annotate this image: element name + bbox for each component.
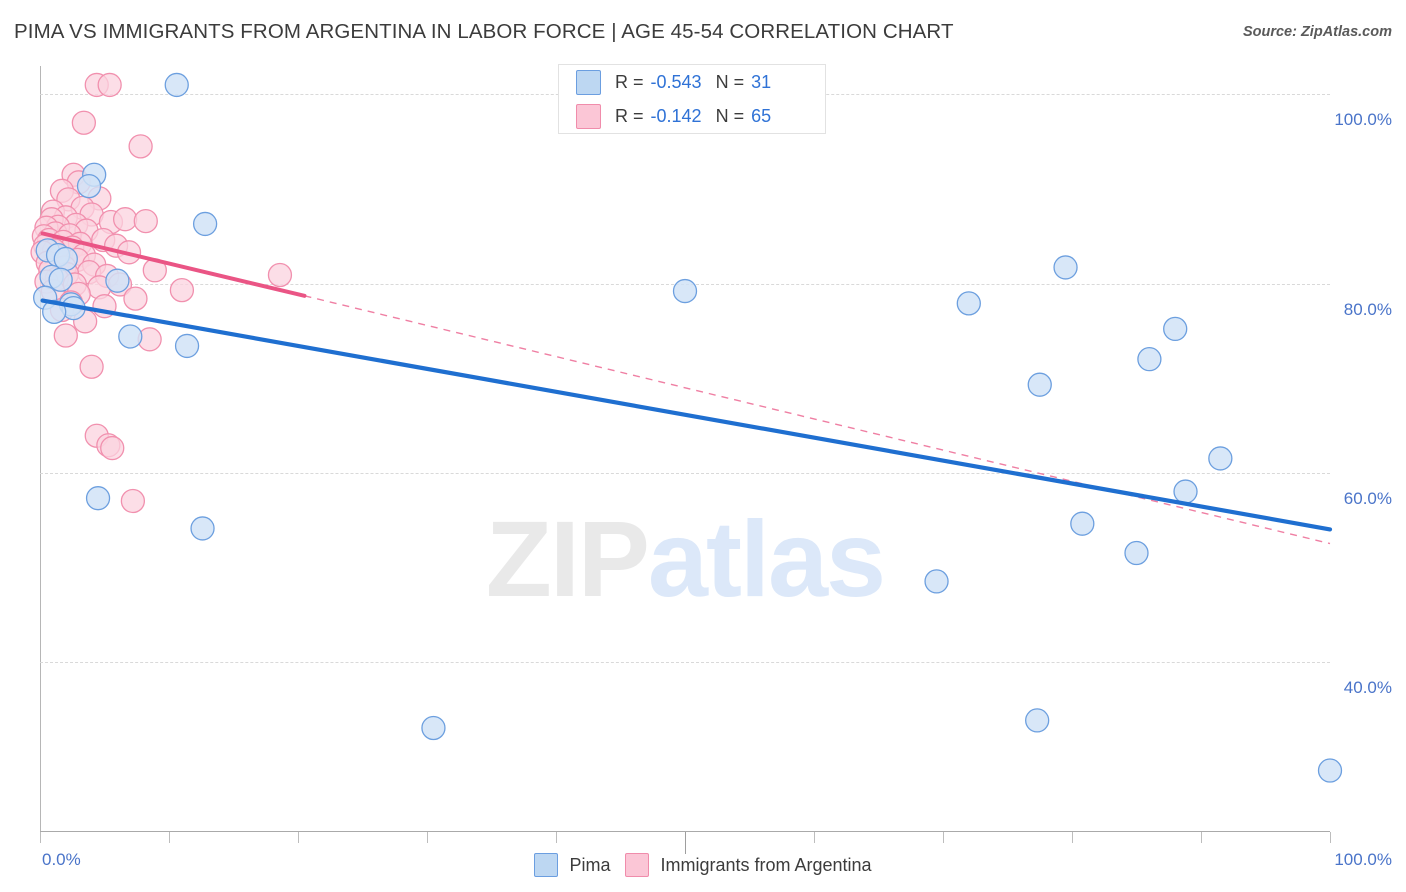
data-point-argentina bbox=[112, 207, 138, 232]
source-attribution: Source: ZipAtlas.com bbox=[1242, 24, 1392, 40]
argentina-r-value: -0.142 bbox=[650, 105, 702, 126]
x-tick-80 bbox=[1072, 832, 1073, 843]
data-point-argentina bbox=[53, 323, 78, 348]
pima-color-swatch bbox=[576, 69, 601, 95]
x-tick-100 bbox=[1330, 832, 1331, 843]
gridline-40 bbox=[40, 661, 1330, 663]
pima-stats-text: R = -0.543 N = 31 bbox=[615, 71, 772, 92]
data-point-pima bbox=[76, 173, 102, 199]
data-point-pima bbox=[85, 486, 111, 511]
data-point-pima bbox=[956, 291, 981, 316]
legend-item-argentina[interactable]: Immigrants from Argentina bbox=[625, 853, 872, 877]
argentina-trendline bbox=[40, 231, 307, 298]
x-tick-0 bbox=[40, 832, 41, 843]
data-point-pima bbox=[118, 324, 143, 349]
data-point-pima bbox=[1053, 255, 1078, 280]
x-tick-70 bbox=[943, 832, 944, 843]
data-point-pima bbox=[1163, 316, 1188, 342]
data-point-pima bbox=[164, 72, 189, 98]
x-tick-40 bbox=[556, 832, 557, 843]
page-title: PIMA VS IMMIGRANTS FROM ARGENTINA IN LAB… bbox=[14, 20, 954, 43]
data-point-pima bbox=[1070, 511, 1095, 536]
data-point-argentina bbox=[123, 286, 148, 311]
x-axis-line bbox=[40, 831, 1330, 832]
y-axis-label-80: 80.0% bbox=[1343, 299, 1392, 319]
gridline-60 bbox=[40, 472, 1330, 474]
x-tick-90 bbox=[1201, 832, 1202, 843]
legend-swatch-argentina bbox=[625, 853, 650, 877]
stats-row-argentina: R = -0.142 N = 65 bbox=[559, 99, 825, 133]
scatter-plot-layer bbox=[30, 72, 1343, 783]
data-point-pima bbox=[924, 569, 949, 594]
data-point-pima bbox=[1137, 347, 1162, 372]
plot-background bbox=[40, 66, 1330, 832]
x-axis-label-min: 0.0% bbox=[42, 850, 81, 869]
pima-r-value: -0.543 bbox=[650, 71, 702, 92]
data-point-pima bbox=[1208, 446, 1233, 471]
x-axis-label-max: 100.0% bbox=[1334, 850, 1392, 869]
data-point-pima bbox=[190, 516, 215, 541]
argentina-color-swatch bbox=[576, 103, 601, 129]
data-point-pima bbox=[42, 299, 67, 325]
data-point-argentina bbox=[267, 262, 293, 288]
correlation-stats-box: R = -0.543 N = 31 R = -0.142 N = 65 bbox=[558, 64, 826, 134]
pima-n-value: 31 bbox=[751, 71, 772, 92]
y-axis-label-60: 60.0% bbox=[1343, 488, 1392, 508]
legend-label-argentina: Immigrants from Argentina bbox=[660, 854, 872, 875]
argentina-stats-text: R = -0.142 N = 65 bbox=[615, 105, 772, 126]
x-tick-50 bbox=[685, 832, 686, 854]
legend-item-pima[interactable]: Pima bbox=[534, 853, 610, 877]
data-point-argentina bbox=[97, 72, 122, 98]
data-point-pima bbox=[1173, 479, 1198, 504]
pima-trendline bbox=[40, 298, 1333, 532]
data-point-argentina bbox=[100, 435, 125, 461]
stats-row-pima: R = -0.543 N = 31 bbox=[559, 65, 825, 99]
x-tick-60 bbox=[814, 832, 815, 843]
data-point-pima bbox=[672, 278, 698, 304]
argentina-n-value: 65 bbox=[751, 105, 772, 126]
data-point-argentina bbox=[120, 488, 146, 514]
x-tick-20 bbox=[298, 832, 299, 843]
y-axis-label-100: 100.0% bbox=[1334, 110, 1392, 130]
data-point-pima bbox=[1317, 758, 1343, 783]
data-point-argentina bbox=[169, 277, 195, 303]
y-axis-label-40: 40.0% bbox=[1343, 677, 1392, 697]
legend-label-pima: Pima bbox=[569, 854, 611, 875]
x-tick-10 bbox=[169, 832, 170, 843]
y-axis-line bbox=[40, 66, 41, 832]
data-point-argentina bbox=[133, 208, 158, 234]
data-point-pima bbox=[1124, 540, 1149, 566]
data-point-pima bbox=[48, 267, 73, 292]
argentina-trendline-dashed bbox=[304, 295, 1331, 545]
data-point-pima bbox=[421, 715, 446, 741]
data-point-pima bbox=[174, 333, 200, 359]
data-point-argentina bbox=[71, 110, 97, 135]
data-point-argentina bbox=[128, 134, 153, 159]
data-point-pima bbox=[192, 211, 218, 237]
data-point-argentina bbox=[79, 354, 104, 379]
data-point-pima bbox=[1025, 708, 1050, 733]
x-tick-30 bbox=[427, 832, 428, 843]
legend-swatch-pima bbox=[534, 853, 559, 877]
series-legend: Pima Immigrants from Argentina bbox=[0, 845, 1406, 885]
data-point-pima bbox=[1027, 372, 1052, 397]
plot-area: ZIPatlas bbox=[30, 66, 1343, 854]
data-point-pima bbox=[105, 268, 130, 293]
